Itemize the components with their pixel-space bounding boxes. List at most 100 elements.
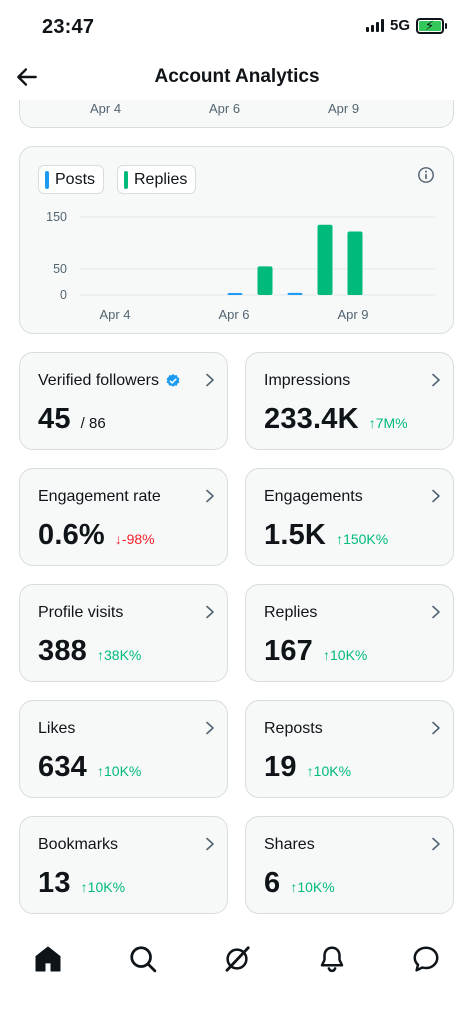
metric-card-engagements[interactable]: Engagements 1.5K ↑150K% [245,468,454,566]
home-icon[interactable] [33,944,63,974]
metric-value-row: 388 ↑38K% [38,635,141,668]
notifications-icon[interactable] [317,944,347,974]
chevron-right-icon[interactable] [430,605,442,619]
chevron-right-icon[interactable] [204,721,216,735]
metric-value-row: 19 ↑10K% [264,751,351,784]
legend-posts[interactable]: Posts [38,165,105,194]
metric-delta: ↑10K% [80,879,126,895]
chevron-right-icon[interactable] [204,837,216,851]
metric-card-engagement-rate[interactable]: Engagement rate 0.6% ↓-98% [19,468,228,566]
chart-bar-replies[interactable] [347,231,363,295]
metric-value: 0.6% [38,519,105,551]
metric-card-reposts[interactable]: Reposts 19 ↑10K% [245,700,454,798]
status-bar: 23:47 5G ⚡ [0,0,474,56]
metric-delta: ↑38K% [97,647,142,663]
grok-icon[interactable] [222,944,252,974]
metric-card-replies[interactable]: Replies 167 ↑10K% [245,584,454,682]
metric-card-impressions[interactable]: Impressions 233.4K ↑7M% [245,352,454,450]
metric-label-text: Bookmarks [38,836,119,853]
chart-bar-posts[interactable] [227,293,243,295]
metric-delta: ↑10K% [306,763,352,779]
chart-x-tick-label: Apr 6 [218,307,249,322]
metric-label: Impressions [264,372,350,390]
chart-bar-replies[interactable] [317,224,333,295]
metric-label-text: Engagements [264,488,363,505]
metric-value-row: 1.5K ↑150K% [264,519,388,552]
top-chart-x-label: Apr 6 [209,101,241,116]
chart-y-tick-label: 150 [46,210,67,224]
metric-label-text: Replies [264,604,318,621]
metric-label: Profile visits [38,604,123,622]
metric-value: 45 [38,403,71,435]
legend-replies[interactable]: Replies [117,165,197,194]
chevron-right-icon[interactable] [430,837,442,851]
messages-icon[interactable] [411,944,441,974]
metric-label-text: Shares [264,836,315,853]
status-indicators: 5G ⚡ [365,17,447,34]
metric-card-verified-followers[interactable]: Verified followers 45 / 86 [19,352,228,450]
header: Account Analytics [0,56,474,100]
chevron-right-icon[interactable] [430,373,442,387]
metric-value: 13 [38,867,71,899]
metric-value-row: 6 ↑10K% [264,867,335,900]
metric-total: / 86 [80,415,106,432]
metric-label-text: Engagement rate [38,488,161,505]
metric-label: Engagement rate [38,488,161,506]
metric-label-text: Verified followers [38,372,159,389]
chart-y-tick-label: 50 [53,262,67,276]
metric-label: Verified followers [38,372,181,390]
posts-replies-chart-card: 150 50 0 Apr 4 Apr 6 Apr 9 Posts Replies [19,146,454,334]
metric-label-text: Reposts [264,720,323,737]
metric-value: 1.5K [264,519,327,551]
top-chart-x-label: Apr 4 [90,101,122,116]
network-label: 5G [389,17,410,34]
chart-x-tick-label: Apr 4 [99,307,130,322]
back-arrow-icon[interactable] [14,64,40,90]
posts-replies-chart: 150 50 0 Apr 4 Apr 6 Apr 9 [46,210,435,322]
metric-value-row: 233.4K ↑7M% [264,403,408,436]
legend-swatch-replies [124,170,128,189]
metric-label-text: Likes [38,720,76,737]
metric-delta: ↑10K% [290,879,335,895]
search-icon[interactable] [128,944,158,974]
verified-badge-icon [166,374,180,387]
metric-label: Shares [264,836,315,854]
metric-value: 388 [38,635,87,667]
metric-value-row: 45 / 86 [38,403,106,436]
metric-label: Replies [264,604,317,622]
chart-bar-replies[interactable] [257,266,273,295]
metric-value-row: 634 ↑10K% [38,751,141,784]
status-time: 23:47 [42,16,95,38]
legend-label: Replies [134,170,188,188]
metric-value: 167 [264,635,313,667]
metric-value: 6 [264,867,281,899]
metric-card-profile-visits[interactable]: Profile visits 388 ↑38K% [19,584,228,682]
info-icon[interactable] [417,166,435,184]
metric-label-text: Impressions [264,372,351,389]
top-chart-x-label: Apr 9 [328,101,360,116]
metric-delta: ↑10K% [97,763,142,779]
metric-card-shares[interactable]: Shares 6 ↑10K% [245,816,454,914]
chevron-right-icon[interactable] [204,605,216,619]
chevron-right-icon[interactable] [204,373,216,387]
metric-value: 233.4K [264,403,359,435]
metric-card-bookmarks[interactable]: Bookmarks 13 ↑10K% [19,816,228,914]
chevron-right-icon[interactable] [430,489,442,503]
battery-icon: ⚡ [416,17,447,34]
chevron-right-icon[interactable] [204,489,216,503]
metric-card-likes[interactable]: Likes 634 ↑10K% [19,700,228,798]
metric-label: Engagements [264,488,363,506]
metric-delta: ↓-98% [114,531,155,547]
page-title: Account Analytics [154,66,320,87]
metric-value-row: 167 ↑10K% [264,635,367,668]
metric-value: 19 [264,751,297,783]
chart-y-tick-label: 0 [60,288,67,302]
chevron-right-icon[interactable] [430,721,442,735]
chart-x-tick-label: Apr 9 [337,307,368,322]
metric-label: Bookmarks [38,836,118,854]
metric-value-row: 13 ↑10K% [38,867,125,900]
metric-label-text: Profile visits [38,604,124,621]
metric-label: Reposts [264,720,323,738]
metric-delta: ↑150K% [336,531,389,547]
chart-bar-posts[interactable] [287,292,303,295]
